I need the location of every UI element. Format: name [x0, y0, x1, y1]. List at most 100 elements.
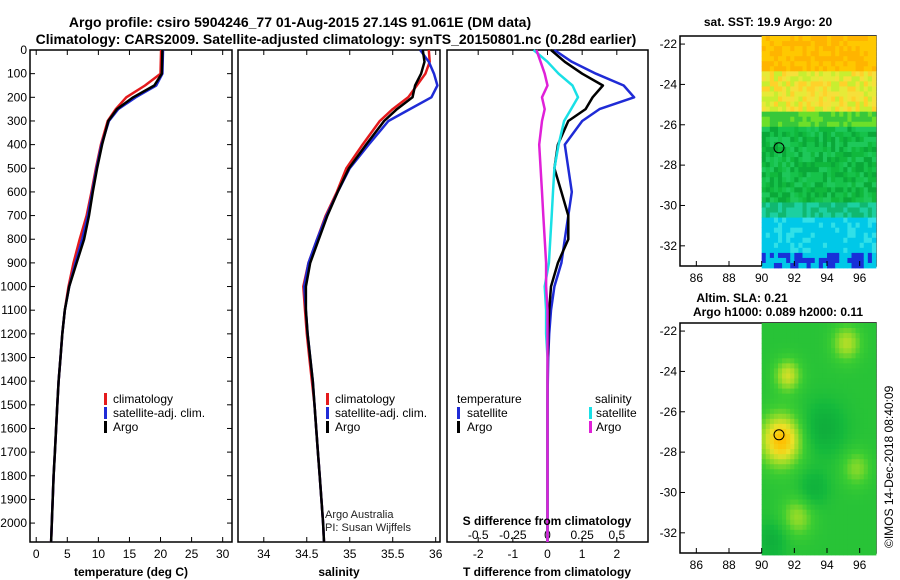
map-cell	[810, 237, 816, 244]
map-cell	[782, 418, 787, 425]
map-cell	[782, 433, 787, 440]
map-cell	[859, 222, 865, 229]
map-cell	[855, 544, 861, 551]
map-cell	[765, 227, 771, 234]
map-cell	[773, 393, 779, 400]
map-cell	[786, 348, 791, 354]
map-cell	[871, 368, 877, 374]
map-cell	[769, 413, 775, 420]
map-cell	[822, 338, 828, 344]
map-cell	[790, 167, 795, 173]
depth-tick-label: 1000	[0, 280, 27, 294]
map-cell	[827, 454, 832, 460]
map-cell	[831, 86, 836, 92]
map-cell	[810, 363, 816, 369]
map-cell	[786, 529, 791, 536]
map-cell	[798, 479, 803, 485]
map-cell	[778, 504, 783, 511]
map-cell	[839, 172, 844, 178]
map-cell	[802, 121, 807, 128]
map-cell	[778, 398, 783, 405]
map-cell	[855, 177, 861, 183]
map-cell	[863, 36, 869, 42]
map-cell	[847, 146, 852, 153]
map-cell	[802, 418, 807, 425]
map-cell	[859, 519, 865, 526]
map-cell	[782, 227, 787, 234]
map-cell	[835, 36, 840, 42]
sst-map-panel: sat. SST: 19.9 Argo: 20 86 88 90 92 94 96-22-…	[660, 15, 877, 285]
map-cell	[769, 383, 775, 389]
lat-tick-label: -28	[660, 158, 678, 172]
map-cell	[818, 514, 824, 521]
map-cell	[871, 529, 877, 536]
map-cell	[814, 499, 820, 505]
depth-tick-label: 1100	[1, 303, 27, 317]
map-cell	[782, 41, 787, 47]
map-cell	[806, 192, 812, 198]
map-cell	[831, 454, 836, 460]
map-cell	[835, 343, 840, 349]
map-cell	[818, 423, 824, 430]
map-cell	[810, 86, 816, 92]
map-cell	[765, 257, 771, 264]
map-cell	[814, 262, 820, 269]
map-cell	[822, 152, 828, 158]
map-cell	[871, 167, 877, 173]
map-cell	[761, 539, 767, 546]
map-cell	[827, 187, 832, 193]
map-cell	[831, 449, 836, 455]
map-cell	[778, 116, 783, 123]
map-cell	[786, 524, 791, 531]
map-cell	[782, 121, 787, 128]
map-cell	[867, 111, 873, 118]
map-cell	[822, 182, 828, 188]
map-cell	[827, 41, 832, 47]
map-cell	[765, 494, 771, 500]
map-cell	[867, 172, 873, 178]
map-cell	[859, 368, 865, 374]
map-cell	[847, 539, 852, 546]
map-cell	[806, 539, 812, 546]
map-cell	[863, 343, 869, 349]
map-cell	[798, 91, 803, 97]
map-cell	[761, 444, 767, 450]
map-cell	[871, 479, 877, 485]
map-cell	[822, 529, 828, 536]
map-cell	[773, 368, 779, 374]
map-cell	[765, 177, 771, 183]
map-cell	[810, 464, 816, 470]
map-cell	[798, 257, 803, 264]
map-cell	[855, 444, 861, 450]
map-cell	[782, 509, 787, 516]
map-cell	[863, 141, 869, 148]
map-cell	[782, 152, 787, 158]
map-cell	[761, 428, 767, 435]
map-cell	[867, 444, 873, 450]
map-cell	[839, 358, 844, 364]
map-cell	[822, 388, 828, 395]
map-cell	[818, 504, 824, 511]
lon-tick-label: 86	[690, 558, 704, 572]
map-cell	[839, 509, 844, 516]
map-cell	[794, 172, 799, 178]
map-cell	[827, 121, 832, 128]
map-cell	[773, 474, 779, 480]
map-cell	[802, 363, 807, 369]
map-cell	[851, 479, 856, 485]
map-cell	[810, 333, 816, 339]
map-cell	[802, 71, 807, 77]
map-cell	[855, 433, 861, 440]
map-cell	[798, 464, 803, 470]
map-cell	[794, 121, 799, 128]
map-cell	[851, 494, 856, 500]
map-cell	[867, 534, 873, 541]
map-cell	[827, 116, 832, 123]
map-cell	[835, 167, 840, 173]
map-cell	[782, 428, 787, 435]
map-cell	[810, 56, 816, 62]
map-cell	[761, 403, 767, 410]
map-cell	[843, 408, 848, 415]
map-cell	[851, 202, 856, 208]
map-cell	[765, 439, 771, 445]
